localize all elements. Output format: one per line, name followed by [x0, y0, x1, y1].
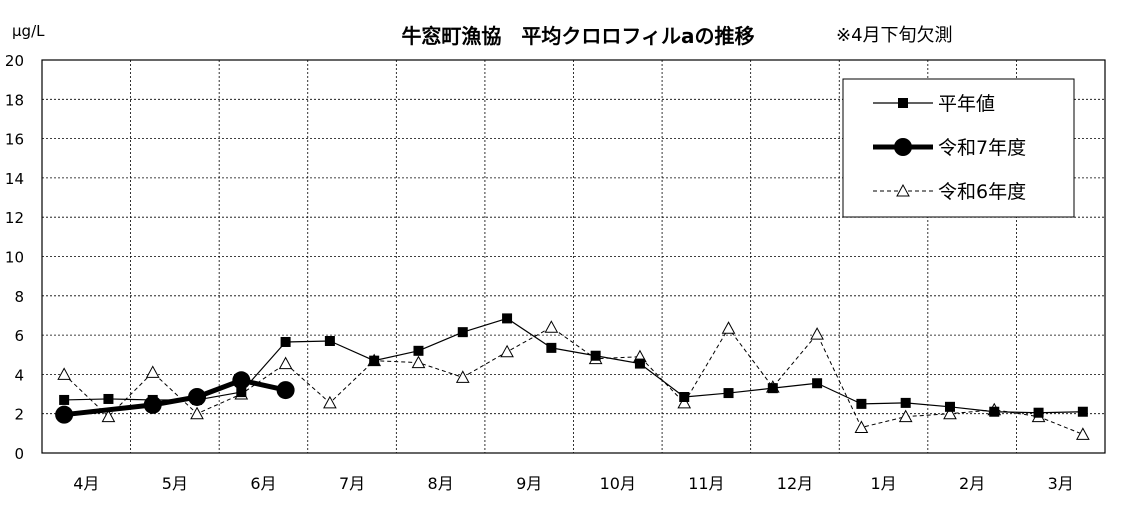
data-point: [943, 406, 957, 420]
y-axis-unit-label: μg/L: [12, 22, 45, 40]
data-point: [57, 367, 71, 380]
data-point: [236, 387, 247, 398]
data-point: [280, 336, 291, 347]
y-tick-label: 12: [5, 209, 24, 227]
data-point: [590, 350, 601, 361]
data-point: [413, 345, 424, 356]
data-point: [369, 355, 380, 366]
chart-title: 牛窓町漁協 平均クロロフィルaの推移: [401, 24, 754, 48]
y-tick-label: 16: [5, 131, 24, 149]
x-tick-label: 9月: [516, 474, 542, 493]
data-point: [854, 420, 869, 433]
x-tick-label: 4月: [73, 474, 99, 493]
legend-label: 令和7年度: [938, 137, 1026, 159]
legend-marker: [896, 183, 910, 197]
y-tick-label: 8: [14, 288, 24, 306]
data-point: [856, 398, 867, 409]
data-point: [767, 383, 778, 394]
data-point: [723, 388, 734, 399]
x-tick-label: 12月: [777, 474, 813, 493]
data-point: [546, 342, 557, 353]
data-point: [324, 335, 335, 346]
data-point: [101, 409, 116, 423]
x-tick-label: 8月: [428, 474, 454, 493]
data-point: [544, 320, 559, 333]
data-point: [677, 395, 692, 409]
legend-marker: [898, 98, 908, 108]
data-point: [721, 321, 736, 334]
data-point: [188, 387, 207, 406]
data-point: [411, 355, 426, 369]
data-point: [812, 378, 823, 389]
data-point: [944, 401, 955, 412]
data-point: [190, 406, 204, 420]
plot-frame: [41, 59, 1106, 454]
data-point: [1076, 427, 1090, 440]
x-tick-label: 10月: [600, 474, 636, 493]
legend-label: 令和6年度: [938, 181, 1026, 203]
data-point: [810, 327, 824, 340]
series-0: [59, 313, 1088, 418]
data-point: [502, 313, 513, 324]
series-layer: [55, 313, 1090, 440]
y-tick-label: 20: [5, 52, 24, 70]
data-point: [898, 409, 913, 423]
legend-label: 平年値: [938, 93, 995, 115]
data-point: [276, 381, 295, 400]
y-tick-label: 0: [14, 445, 24, 463]
data-point: [59, 394, 70, 405]
data-point: [989, 406, 1000, 417]
x-tick-label: 3月: [1048, 474, 1074, 493]
data-point: [55, 405, 74, 424]
y-tick-label: 14: [5, 170, 24, 188]
x-tick-label: 11月: [688, 474, 724, 493]
series-1: [55, 371, 295, 424]
data-point: [1033, 407, 1044, 418]
data-point: [323, 395, 337, 409]
legend-item: 令和7年度: [873, 137, 1026, 159]
legend-item: 令和6年度: [873, 181, 1026, 203]
missing-data-note: ※4月下旬欠測: [836, 25, 953, 46]
data-point: [232, 371, 251, 390]
x-tick-label: 5月: [162, 474, 188, 493]
y-tick-label: 2: [14, 406, 24, 424]
data-point: [278, 356, 293, 370]
legend-marker: [894, 138, 912, 156]
data-point: [143, 395, 162, 414]
y-tick-label: 10: [5, 249, 24, 267]
x-tick-label: 2月: [959, 474, 985, 493]
data-point: [455, 370, 470, 383]
y-tick-label: 4: [14, 366, 24, 384]
series-line: [63, 326, 1084, 435]
y-tick-label: 18: [5, 91, 24, 109]
data-point: [500, 344, 514, 358]
legend-item: 平年値: [873, 93, 995, 115]
data-point: [634, 358, 645, 369]
data-point: [679, 391, 690, 402]
data-point: [457, 327, 468, 338]
axis-labels: 0 2 4 6 8 10 12 14 16 18 20 4月 5月 6月 7月 8月 9月 10月 11月 12月 1月…: [5, 52, 1074, 493]
data-point: [1077, 406, 1088, 417]
y-tick-label: 6: [14, 327, 24, 345]
data-point: [145, 365, 160, 378]
data-point: [900, 397, 911, 408]
x-tick-label: 7月: [339, 474, 365, 493]
x-tick-label: 6月: [250, 474, 276, 493]
data-point: [103, 393, 114, 404]
series-line: [64, 317, 1083, 414]
x-tick-label: 1月: [870, 474, 896, 493]
